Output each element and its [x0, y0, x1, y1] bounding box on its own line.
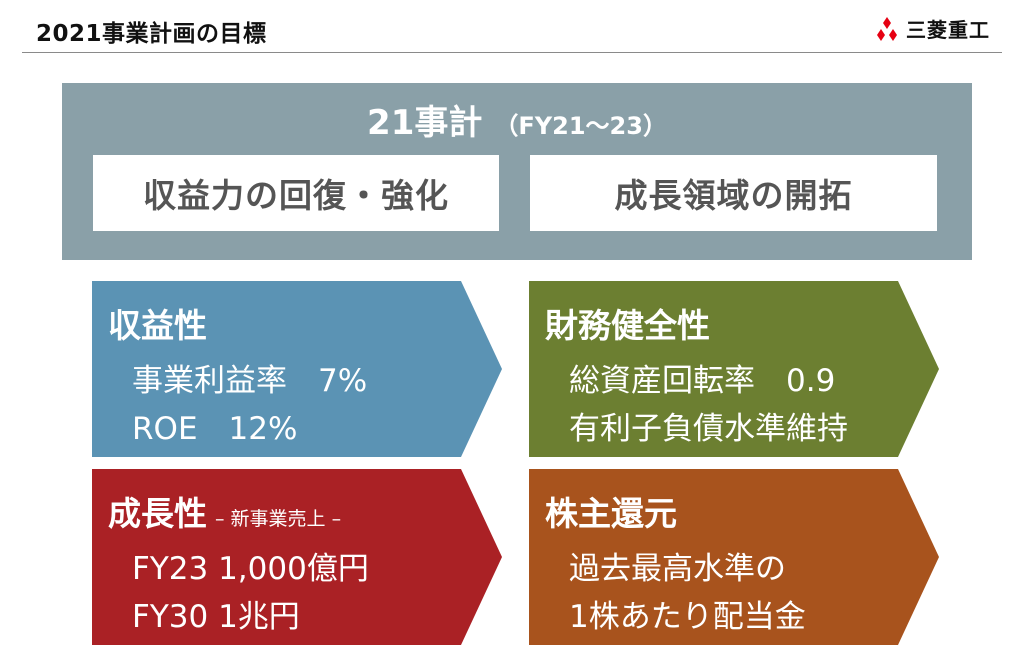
shareholder-return-title: 株主還元	[545, 494, 677, 533]
plan-panel: 21事計 （FY21～23） 収益力の回復・強化 成長領域の開拓	[62, 83, 972, 260]
three-diamonds-icon	[877, 16, 897, 41]
shareholder-return-target-box: 株主還元 過去最高水準の 1株あたり配当金	[529, 469, 939, 645]
growth-note: – 新事業売上 –	[215, 508, 342, 530]
profitability-line: ROE 12%	[132, 411, 298, 447]
profitability-target-box: 収益性 事業利益率 7% ROE 12%	[92, 281, 502, 457]
header-divider	[22, 52, 1002, 53]
page-title: 2021事業計画の目標	[36, 21, 267, 47]
growth-title-row: 成長性 – 新事業売上 –	[108, 487, 341, 535]
profitability-line: 事業利益率 7%	[132, 363, 368, 399]
financial-health-line: 有利子負債水準維持	[569, 411, 848, 447]
company-logo: 三菱重工	[874, 14, 990, 43]
plan-heading-main: 21事計	[367, 103, 483, 143]
logo-text: 三菱重工	[906, 18, 990, 42]
pillar-growth-areas: 成長領域の開拓	[530, 155, 937, 231]
pillar-profit-recovery: 収益力の回復・強化	[93, 155, 499, 231]
growth-title: 成長性	[108, 494, 207, 533]
shareholder-return-line: 1株あたり配当金	[569, 599, 806, 635]
growth-target-box: 成長性 – 新事業売上 – FY23 1,000億円 FY30 1兆円	[92, 469, 502, 645]
shareholder-return-line: 過去最高水準の	[569, 551, 786, 587]
plan-heading-period: （FY21～23）	[494, 112, 667, 140]
profitability-title: 収益性	[108, 306, 207, 345]
financial-health-line: 総資産回転率 0.9	[569, 363, 836, 399]
growth-line: FY30 1兆円	[132, 599, 300, 635]
financial-health-title: 財務健全性	[545, 306, 710, 345]
financial-health-target-box: 財務健全性 総資産回転率 0.9 有利子負債水準維持	[529, 281, 939, 457]
plan-heading: 21事計 （FY21～23）	[62, 95, 972, 144]
growth-line: FY23 1,000億円	[132, 551, 369, 587]
